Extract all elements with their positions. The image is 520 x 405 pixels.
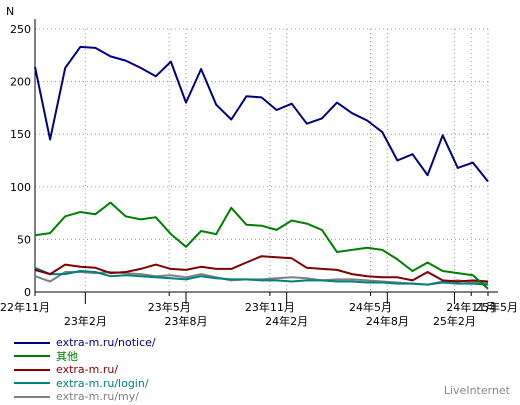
branding-text: LiveInternet (443, 384, 510, 397)
x-tick-label: 24年11月 (446, 300, 496, 314)
legend-swatch (14, 341, 50, 344)
legend-item: 其他 (14, 350, 156, 364)
x-tick-label: 22年11月 (0, 300, 50, 314)
legend-label: 其他 (56, 349, 78, 363)
legend-item: extra-m.ru/my/ (14, 390, 156, 404)
x-tick-label: 24年2月 (265, 314, 308, 328)
chart-legend: extra-m.ru/notice/ 其他 extra-m.ru/ extra-… (14, 336, 156, 404)
x-tick-label: 25年2月 (433, 314, 476, 328)
legend-swatch (14, 368, 50, 371)
chart-axes (34, 19, 498, 304)
y-tick-label: 0 (24, 286, 31, 299)
y-axis-unit-label: N (6, 5, 14, 18)
series-line (34, 255, 489, 283)
x-tick-label: 23年8月 (165, 314, 208, 328)
y-tick-label: 150 (10, 128, 31, 141)
legend-item: extra-m.ru/ (14, 363, 156, 377)
legend-item: extra-m.ru/notice/ (14, 336, 156, 350)
x-tick-label: 24年8月 (366, 314, 409, 328)
legend-swatch (14, 395, 50, 398)
y-tick-label: 100 (10, 181, 31, 194)
legend-swatch (14, 382, 50, 385)
x-tick-label: 23年11月 (245, 300, 295, 314)
legend-label: extra-m.ru/notice/ (56, 336, 156, 350)
series-line (34, 201, 489, 290)
legend-swatch (14, 355, 50, 358)
legend-item: extra-m.ru/login/ (14, 377, 156, 391)
x-tick-label: 23年5月 (148, 300, 191, 314)
legend-label: extra-m.ru/my/ (56, 390, 139, 404)
y-tick-label: 200 (10, 76, 31, 89)
series-line (34, 45, 489, 183)
legend-label: extra-m.ru/ (56, 363, 119, 377)
x-tick-label: 25年5月 (475, 300, 518, 314)
y-tick-label: 250 (10, 23, 31, 36)
chart-series (34, 45, 489, 290)
x-tick-label: 23年2月 (64, 314, 107, 328)
legend-label: extra-m.ru/login/ (56, 376, 149, 390)
y-tick-label: 50 (17, 233, 31, 246)
x-tick-label: 24年5月 (349, 300, 392, 314)
chart-grid (35, 28, 489, 292)
series-line (34, 266, 489, 286)
